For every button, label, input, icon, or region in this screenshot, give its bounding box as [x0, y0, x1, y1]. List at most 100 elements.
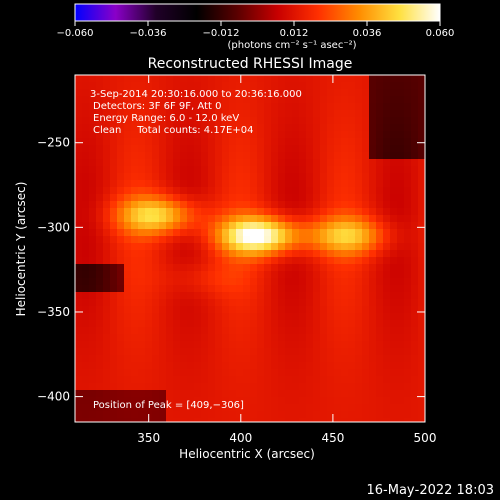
heatmap-cell [327, 194, 335, 202]
heatmap-cell [397, 110, 405, 118]
heatmap-cell [306, 159, 314, 167]
heatmap-cell [194, 369, 202, 377]
heatmap-cell [194, 404, 202, 412]
heatmap-cell [159, 236, 167, 244]
heatmap-cell [306, 376, 314, 384]
heatmap-cell [341, 215, 349, 223]
heatmap-cell [369, 131, 377, 139]
heatmap-cell [82, 75, 90, 83]
heatmap-cell [341, 96, 349, 104]
heatmap-cell [187, 264, 195, 272]
heatmap-cell [243, 362, 251, 370]
heatmap-cell [411, 271, 419, 279]
heatmap-cell [341, 180, 349, 188]
annotation-time-range: 3-Sep-2014 20:30:16.000 to 20:36:16.000 [90, 89, 302, 100]
heatmap-cell [278, 75, 286, 83]
heatmap-cell [138, 166, 146, 174]
heatmap-cell [103, 404, 111, 412]
heatmap-cell [257, 348, 265, 356]
heatmap-cell [152, 306, 160, 314]
heatmap-cell [236, 82, 244, 90]
heatmap-cell [89, 159, 97, 167]
heatmap-cell [138, 397, 146, 405]
heatmap-cell [306, 418, 314, 422]
heatmap-cell [236, 292, 244, 300]
heatmap-cell [236, 229, 244, 237]
heatmap-cell [194, 201, 202, 209]
heatmap-cell [201, 320, 209, 328]
heatmap-cell [103, 299, 111, 307]
heatmap-cell [299, 278, 307, 286]
heatmap-cell [194, 257, 202, 265]
heatmap-cell [313, 257, 321, 265]
heatmap-cell [138, 131, 146, 139]
heatmap-cell [334, 180, 342, 188]
heatmap-cell [145, 103, 153, 111]
heatmap-cell [201, 201, 209, 209]
heatmap-cell [243, 250, 251, 258]
heatmap-cell [390, 285, 398, 293]
heatmap-cell [257, 166, 265, 174]
heatmap-cell [243, 82, 251, 90]
heatmap-cell [173, 285, 181, 293]
heatmap-cell [383, 208, 391, 216]
heatmap-cell [173, 103, 181, 111]
heatmap-cell [355, 334, 363, 342]
heatmap-cell [82, 390, 90, 398]
heatmap-cell [250, 390, 258, 398]
heatmap-cell [292, 236, 300, 244]
heatmap-cell [82, 341, 90, 349]
heatmap-cell [418, 306, 425, 314]
heatmap-cell [166, 264, 174, 272]
annotation-clean-counts: Clean Total counts: 4.17E+04 [93, 125, 253, 136]
heatmap-cell [292, 96, 300, 104]
heatmap-cell [362, 355, 370, 363]
heatmap-cell [208, 166, 216, 174]
heatmap-cell [355, 285, 363, 293]
heatmap-cell [145, 250, 153, 258]
heatmap-cell [285, 222, 293, 230]
heatmap-cell [278, 166, 286, 174]
heatmap-cell [159, 173, 167, 181]
heatmap-cell [271, 292, 279, 300]
heatmap-cell [362, 138, 370, 146]
heatmap-cell [369, 117, 377, 125]
heatmap-cell [236, 355, 244, 363]
heatmap-cell [103, 278, 111, 286]
heatmap-cell [404, 397, 412, 405]
heatmap-cell [362, 313, 370, 321]
heatmap-cell [264, 110, 272, 118]
heatmap-cell [243, 201, 251, 209]
heatmap-cell [369, 215, 377, 223]
heatmap-cell [131, 320, 139, 328]
heatmap-cell [250, 124, 258, 132]
heatmap-cell [131, 145, 139, 153]
heatmap-cell [236, 222, 244, 230]
heatmap-cell [89, 180, 97, 188]
heatmap-cell [208, 334, 216, 342]
heatmap-cell [82, 187, 90, 195]
heatmap-cell [215, 215, 223, 223]
heatmap-cell [327, 222, 335, 230]
heatmap-cell [138, 306, 146, 314]
heatmap-cell [110, 278, 118, 286]
heatmap-cell [257, 411, 265, 419]
heatmap-cell [404, 369, 412, 377]
heatmap-cell [243, 110, 251, 118]
heatmap-cell [208, 103, 216, 111]
heatmap-cell [243, 327, 251, 335]
heatmap-cell [411, 397, 419, 405]
heatmap-cell [236, 96, 244, 104]
heatmap-cell [222, 257, 230, 265]
heatmap-cell [341, 229, 349, 237]
heatmap-cell [250, 306, 258, 314]
annotation-block: 3-Sep-2014 20:30:16.000 to 20:36:16.000 … [90, 89, 302, 136]
heatmap-cell [82, 397, 90, 405]
heatmap-cell [320, 355, 328, 363]
heatmap-cell [222, 138, 230, 146]
heatmap-cell [131, 271, 139, 279]
heatmap-cell [131, 250, 139, 258]
heatmap-cell [341, 201, 349, 209]
heatmap-cell [397, 285, 405, 293]
heatmap-cell [117, 404, 125, 412]
